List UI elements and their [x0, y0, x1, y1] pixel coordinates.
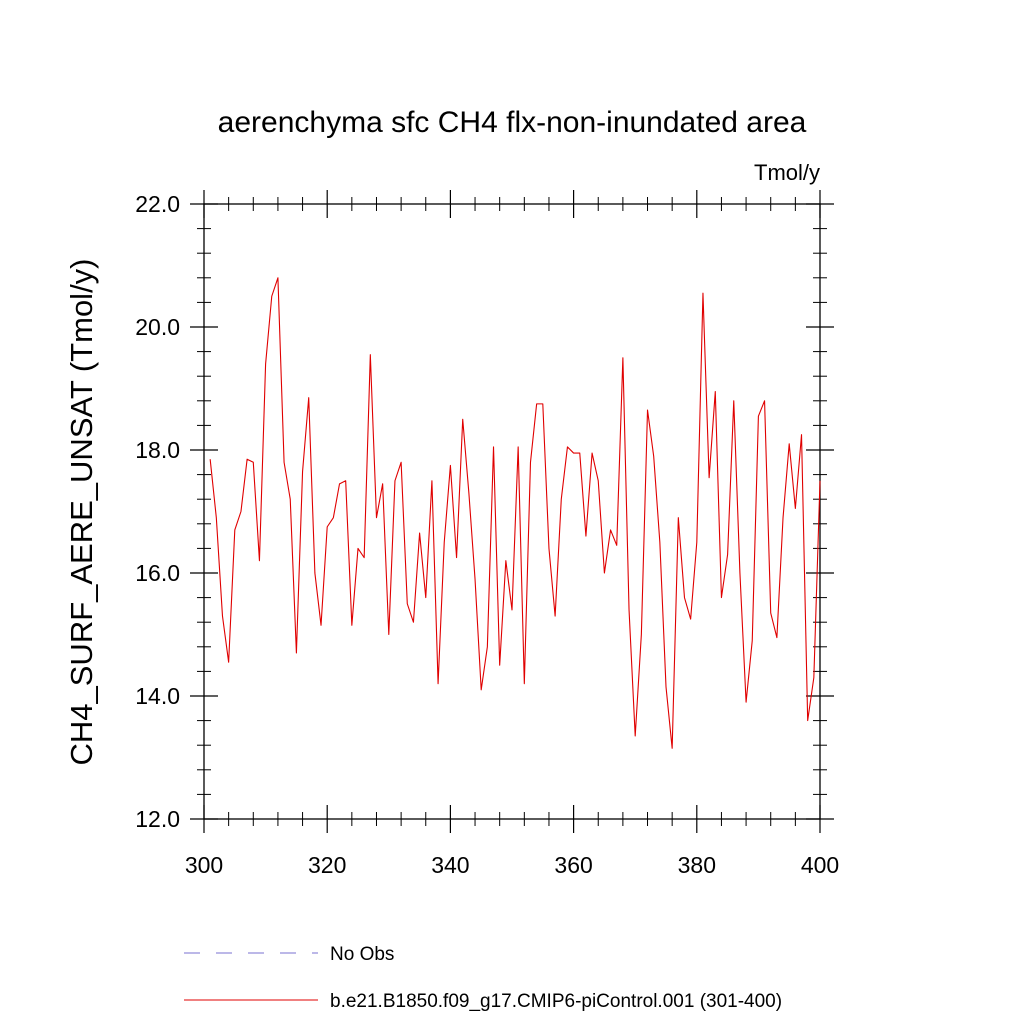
x-tick-label: 320 — [308, 852, 346, 878]
x-tick-label: 340 — [431, 852, 469, 878]
plot-frame — [203, 203, 821, 820]
chart-title: aerenchyma sfc CH4 flx-non-inundated are… — [218, 106, 807, 139]
y-tick-label: 20.0 — [135, 314, 180, 340]
x-tick-label: 400 — [801, 852, 839, 878]
y-tick-label: 12.0 — [135, 806, 180, 832]
x-tick-label: 380 — [678, 852, 716, 878]
y-tick-label: 14.0 — [135, 683, 180, 709]
y-tick-label: 18.0 — [135, 437, 180, 463]
plot-border — [203, 203, 821, 820]
y-tick-label: 16.0 — [135, 560, 180, 586]
data-series — [209, 277, 821, 749]
series-line — [209, 277, 821, 749]
y-axis-label: CH4_SURF_AERE_UNSAT (Tmol/y) — [64, 258, 99, 765]
tick-labels: 300 320 340 360 380 400 12.0 14.0 16.0 18.0 20.0 22… — [135, 191, 839, 878]
x-tick-label: 360 — [554, 852, 592, 878]
y-tick-label: 22.0 — [135, 191, 180, 217]
axis-ticks — [190, 190, 834, 833]
legend: No Obs b.e21.B1850.f09_g17.CMIP6-piContro… — [184, 944, 782, 1012]
x-tick-label: 300 — [185, 852, 223, 878]
units-label: Tmol/y — [754, 160, 820, 185]
legend-label: b.e21.B1850.f09_g17.CMIP6-piControl.001 … — [330, 991, 782, 1012]
legend-label: No Obs — [330, 944, 394, 965]
